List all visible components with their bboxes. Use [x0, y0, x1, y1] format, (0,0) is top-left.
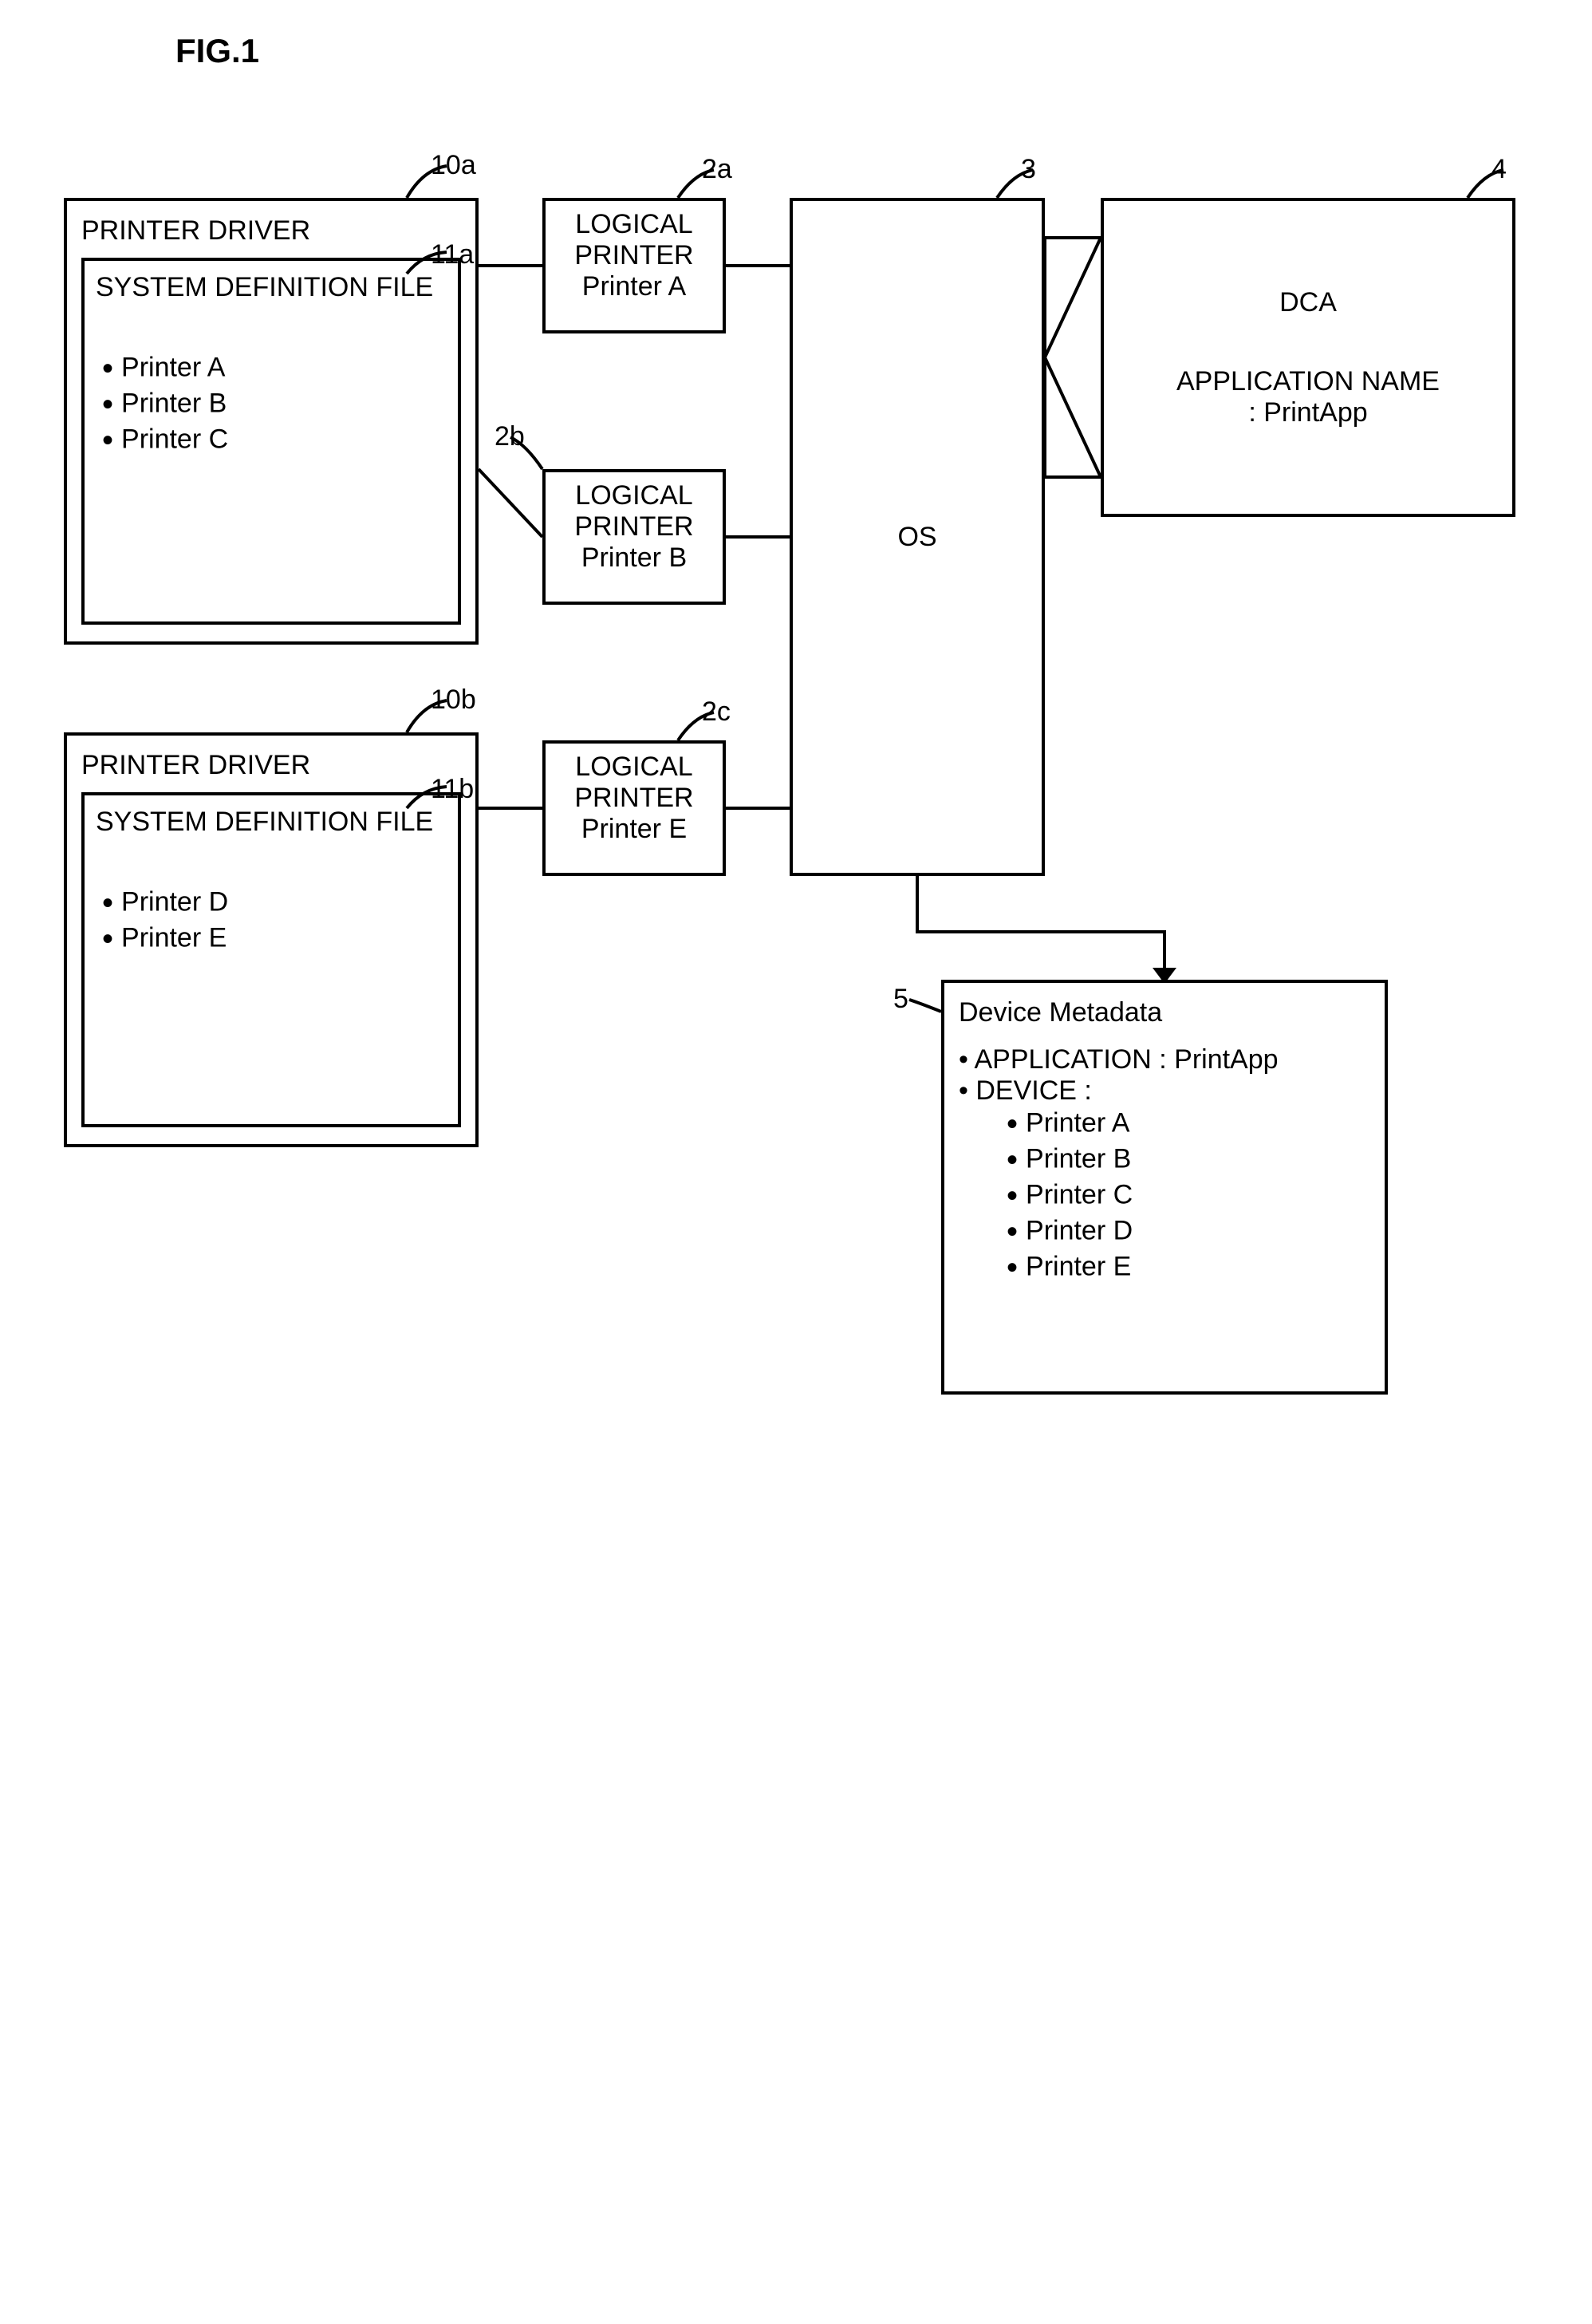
sysdef-a-list: Printer A Printer B Printer C — [96, 351, 447, 459]
printer-driver-a-title: PRINTER DRIVER — [81, 215, 461, 247]
sysdef-a-item: Printer C — [102, 423, 447, 459]
metadata-item: Printer C — [1007, 1178, 1370, 1214]
os-title: OS — [897, 522, 936, 553]
ref-11b: 11b — [431, 774, 474, 805]
sysdef-b-item: Printer E — [102, 921, 447, 957]
logical-printer-b: LOGICAL PRINTER Printer B — [542, 469, 726, 605]
metadata-device-label: • DEVICE : — [959, 1075, 1370, 1107]
ref-11a: 11a — [431, 239, 474, 270]
logical-c-line2: PRINTER — [554, 783, 715, 814]
metadata-title: Device Metadata — [959, 997, 1370, 1028]
metadata-item: Printer B — [1007, 1142, 1370, 1178]
figure-title: FIG.1 — [175, 32, 1560, 70]
sysdef-a: SYSTEM DEFINITION FILE Printer A Printer… — [81, 258, 461, 625]
ref-2a: 2a — [702, 154, 732, 185]
ref-2c: 2c — [702, 696, 731, 728]
sysdef-a-title: SYSTEM DEFINITION FILE — [96, 272, 447, 303]
sysdef-b-item: Printer D — [102, 886, 447, 921]
ref-10a: 10a — [431, 150, 476, 181]
logical-printer-a: LOGICAL PRINTER Printer A — [542, 198, 726, 333]
logical-a-line2: PRINTER — [554, 240, 715, 271]
sysdef-b: SYSTEM DEFINITION FILE Printer D Printer… — [81, 792, 461, 1127]
sysdef-b-title: SYSTEM DEFINITION FILE — [96, 807, 447, 838]
metadata-item: Printer D — [1007, 1214, 1370, 1250]
ref-5: 5 — [893, 984, 908, 1015]
sysdef-b-list: Printer D Printer E — [96, 886, 447, 957]
logical-a-line3: Printer A — [554, 271, 715, 302]
sysdef-a-item: Printer B — [102, 387, 447, 423]
metadata-item: Printer E — [1007, 1250, 1370, 1286]
printer-driver-b: PRINTER DRIVER SYSTEM DEFINITION FILE Pr… — [64, 732, 479, 1147]
logical-c-line1: LOGICAL — [554, 752, 715, 783]
dca-box: DCA APPLICATION NAME : PrintApp — [1101, 198, 1515, 517]
metadata-item: Printer A — [1007, 1107, 1370, 1142]
ref-3: 3 — [1021, 154, 1036, 185]
logical-b-line1: LOGICAL — [554, 480, 715, 511]
logical-a-line1: LOGICAL — [554, 209, 715, 240]
ref-10b: 10b — [431, 685, 476, 716]
diagram-canvas: PRINTER DRIVER SYSTEM DEFINITION FILE Pr… — [32, 94, 1547, 2248]
ref-2b: 2b — [495, 421, 525, 452]
metadata-app-line: • APPLICATION : PrintApp — [959, 1044, 1370, 1075]
logical-b-line2: PRINTER — [554, 511, 715, 543]
os-box: OS — [790, 198, 1045, 876]
dca-subtitle-label: APPLICATION NAME — [1176, 366, 1440, 397]
metadata-device-list: Printer A Printer B Printer C Printer D … — [959, 1107, 1370, 1286]
printer-driver-a: PRINTER DRIVER SYSTEM DEFINITION FILE Pr… — [64, 198, 479, 645]
logical-b-line3: Printer B — [554, 543, 715, 574]
logical-c-line3: Printer E — [554, 814, 715, 845]
ref-4: 4 — [1492, 154, 1507, 185]
dca-subtitle-value: : PrintApp — [1248, 397, 1367, 428]
logical-printer-c: LOGICAL PRINTER Printer E — [542, 740, 726, 876]
printer-driver-b-title: PRINTER DRIVER — [81, 750, 461, 781]
dca-title: DCA — [1279, 287, 1337, 318]
metadata-box: Device Metadata • APPLICATION : PrintApp… — [941, 980, 1388, 1395]
sysdef-a-item: Printer A — [102, 351, 447, 387]
